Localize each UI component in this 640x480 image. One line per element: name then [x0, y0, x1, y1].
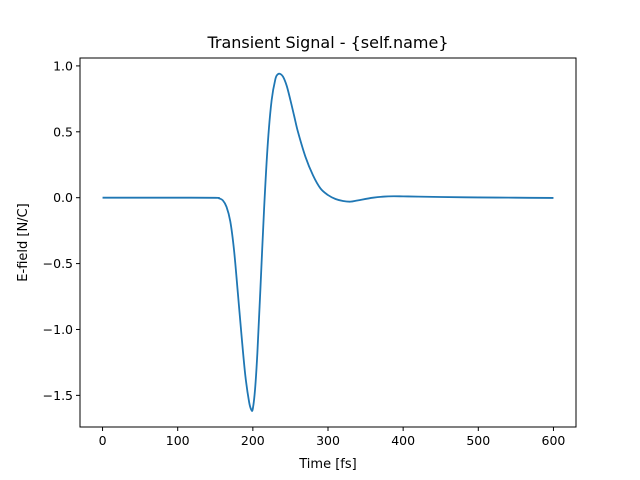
x-tick-label: 0	[99, 433, 107, 448]
y-axis: 1.0 0.5 0.0 −0.5 −1.0 −1.5	[43, 58, 80, 403]
y-tick-label: −0.5	[43, 256, 73, 271]
x-tick-label: 500	[466, 433, 490, 448]
x-axis-label: Time [fs]	[298, 457, 356, 472]
y-axis-label: E-field [N/C]	[16, 203, 31, 281]
plot-area	[102, 72, 554, 412]
axes-frame	[79, 57, 577, 428]
x-tick-label: 200	[241, 433, 265, 448]
x-axis: 0 100 200 300 400 500 600	[99, 427, 566, 448]
y-tick-label: 0.0	[53, 190, 73, 205]
y-tick-label: 0.5	[53, 124, 73, 139]
x-tick-label: 600	[542, 433, 566, 448]
x-tick-label: 100	[166, 433, 190, 448]
y-tick-label: −1.5	[43, 388, 73, 403]
x-tick-label: 400	[391, 433, 415, 448]
y-tick-label: 1.0	[53, 58, 73, 73]
x-tick-label: 300	[316, 433, 340, 448]
y-tick-label: −1.0	[43, 322, 73, 337]
chart-title: Transient Signal - {self.name}	[206, 33, 448, 52]
series-line-0	[102, 72, 554, 412]
